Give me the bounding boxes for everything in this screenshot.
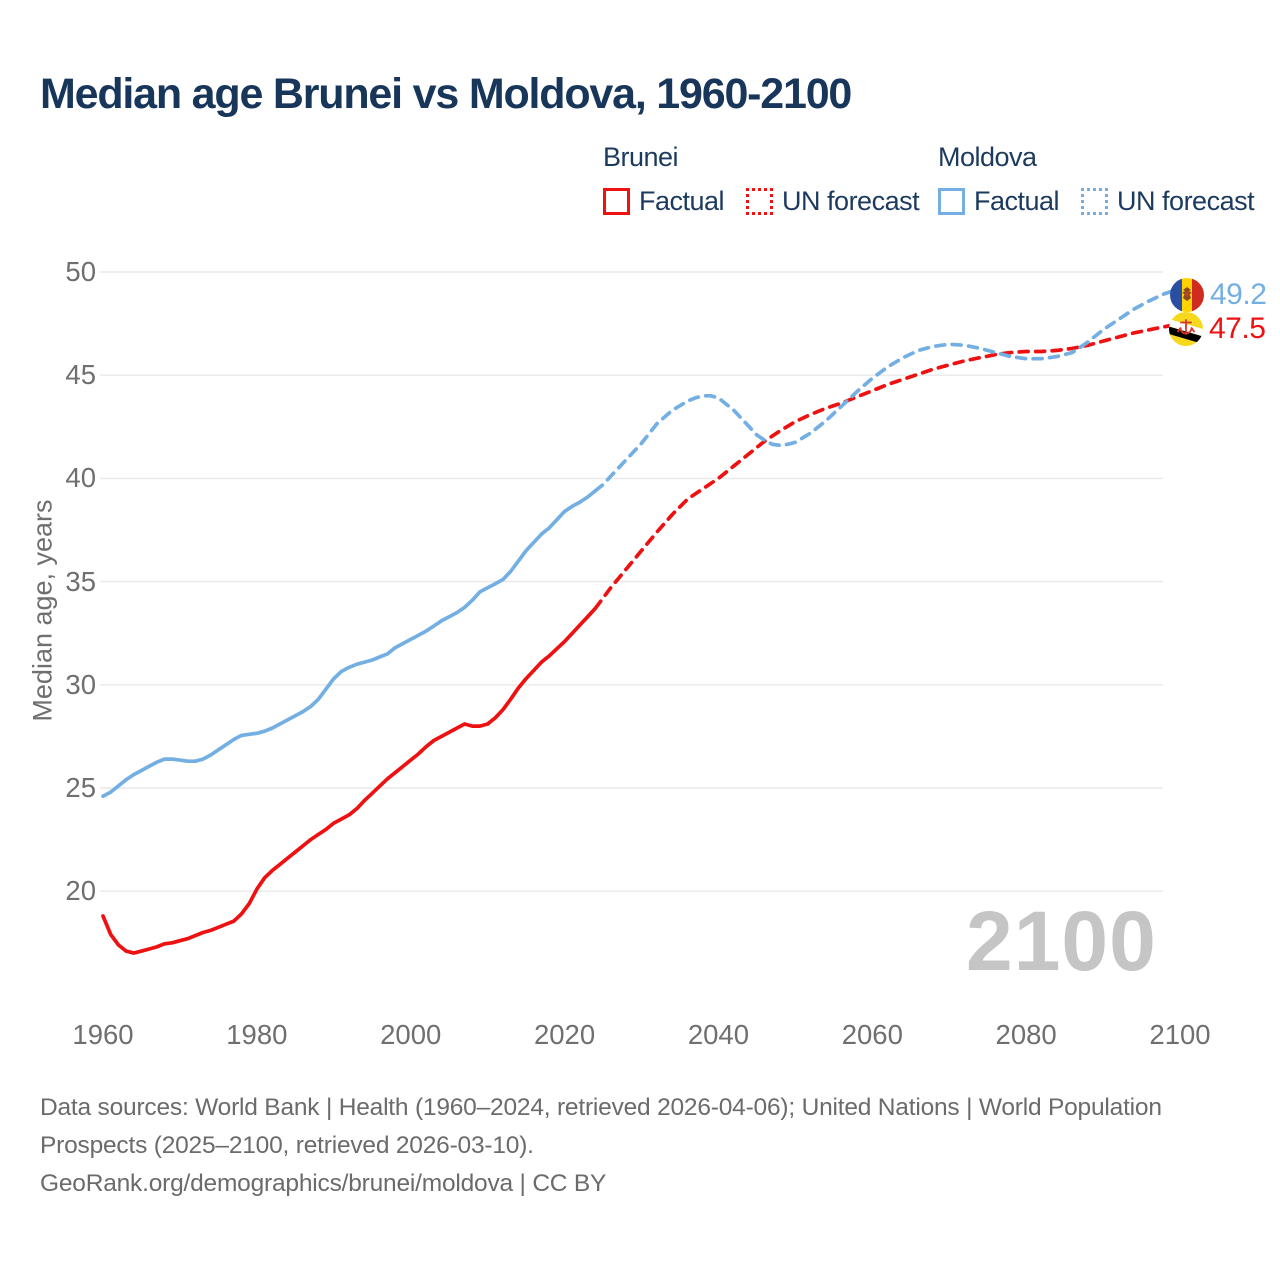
x-tick-label-2000: 2000: [380, 1019, 442, 1050]
x-tick-label-2080: 2080: [995, 1019, 1057, 1050]
y-tick-label-30: 30: [65, 668, 96, 700]
end-label-brunei: 47.5: [1169, 312, 1266, 346]
footer: Data sources: World Bank | Health (1960–…: [40, 1089, 1190, 1203]
x-tick-label-2100: 2100: [1149, 1019, 1211, 1050]
x-tick-label-2040: 2040: [687, 1019, 750, 1050]
y-tick-label-40: 40: [65, 462, 96, 494]
moldova-forecast-swatch-icon[interactable]: [1081, 188, 1109, 215]
brunei-forecast-swatch-icon[interactable]: [746, 188, 774, 215]
watermark-year: 2100: [966, 894, 1157, 988]
end-value-brunei: 47.5: [1209, 312, 1266, 345]
legend-group-moldova-label: Moldova: [938, 142, 1037, 172]
series-brunei-factual: [101, 606, 598, 955]
x-tick-label-2020: 2020: [533, 1019, 596, 1050]
y-tick-label-25: 25: [65, 772, 96, 803]
legend-item-brunei-factual[interactable]: Factual: [603, 186, 725, 217]
moldova-factual-swatch-icon[interactable]: [938, 188, 965, 215]
legend-item-moldova-factual[interactable]: Factual: [938, 186, 1060, 217]
footer-data-sources: Data sources: World Bank | Health (1960–…: [40, 1094, 1162, 1159]
brunei-flag-icon: [1169, 312, 1203, 346]
brunei-factual-swatch-icon[interactable]: [603, 188, 630, 215]
moldova-flag-icon: [1170, 278, 1204, 312]
footer-attribution-link[interactable]: GeoRank.org/demographics/brunei/moldova …: [40, 1170, 607, 1197]
series-moldova-factual: [101, 488, 598, 799]
x-tick-label-2060: 2060: [841, 1019, 903, 1050]
legend-item-brunei-forecast[interactable]: UN forecast: [746, 186, 920, 217]
series-moldova-un-forecast: [593, 286, 1182, 493]
x-tick-label-1980: 1980: [226, 1019, 288, 1050]
y-tick-label-45: 45: [65, 359, 96, 391]
y-tick-label-20: 20: [65, 875, 96, 907]
legend-group-moldova: Moldova Factual UN forecast: [938, 142, 1267, 217]
y-tick-label-35: 35: [65, 565, 96, 597]
legend-item-moldova-forecast[interactable]: UN forecast: [1081, 186, 1255, 217]
end-label-moldova: 49.2: [1170, 278, 1267, 312]
end-value-moldova: 49.2: [1210, 278, 1267, 311]
page-title: Median age Brunei vs Moldova, 1960-2100: [40, 70, 852, 118]
y-tick-label-50: 50: [65, 256, 96, 287]
series-brunei-un-forecast: [593, 321, 1182, 611]
legend-group-brunei-label: Brunei: [603, 142, 679, 172]
legend-group-brunei: Brunei Factual UN forecast: [603, 142, 932, 217]
x-tick-label-1960: 1960: [72, 1019, 134, 1050]
